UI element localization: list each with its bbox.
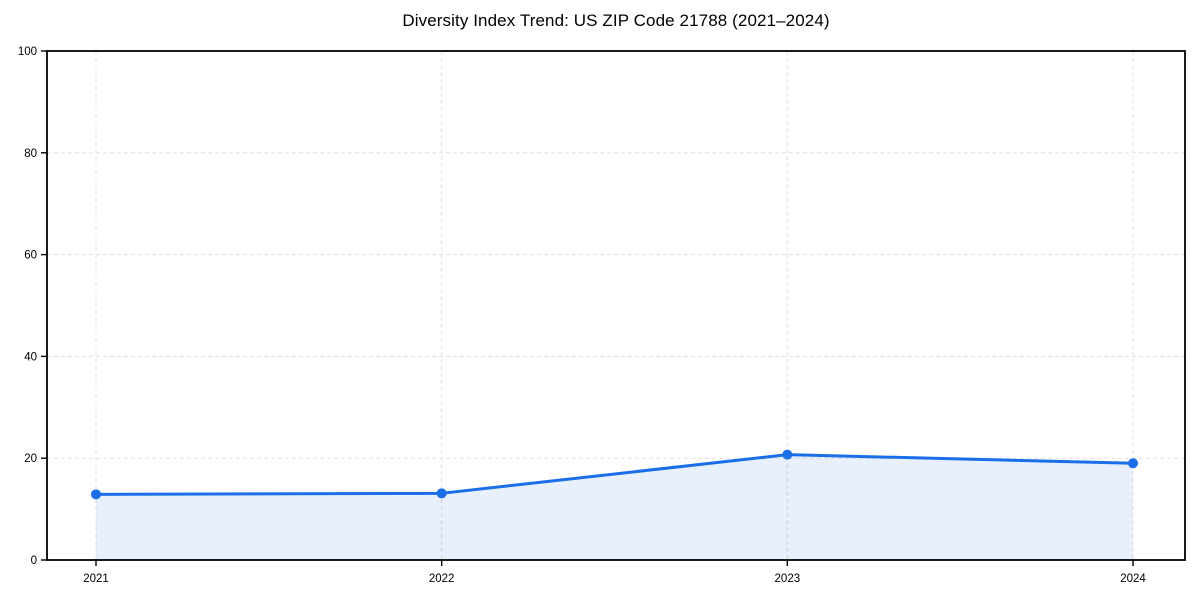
area-fill [96, 454, 1133, 560]
chart-title: Diversity Index Trend: US ZIP Code 21788… [402, 11, 830, 30]
x-tick-label: 2022 [429, 573, 455, 585]
y-tick-label: 80 [24, 148, 37, 160]
data-point [91, 489, 101, 500]
x-tick-label: 2023 [775, 573, 801, 585]
y-tick-label: 40 [24, 351, 37, 363]
plot-frame [46, 50, 1186, 561]
data-point [436, 488, 447, 499]
y-tick-label: 100 [18, 46, 37, 58]
data-point [1128, 458, 1138, 469]
x-tick-label: 2021 [83, 573, 109, 585]
trend-line [94, 453, 1135, 496]
y-tick-label: 0 [31, 555, 37, 567]
x-tick-label: 2024 [1120, 573, 1146, 585]
data-point [782, 449, 793, 460]
y-tick-label: 60 [24, 250, 37, 262]
y-tick-label: 20 [24, 453, 37, 465]
